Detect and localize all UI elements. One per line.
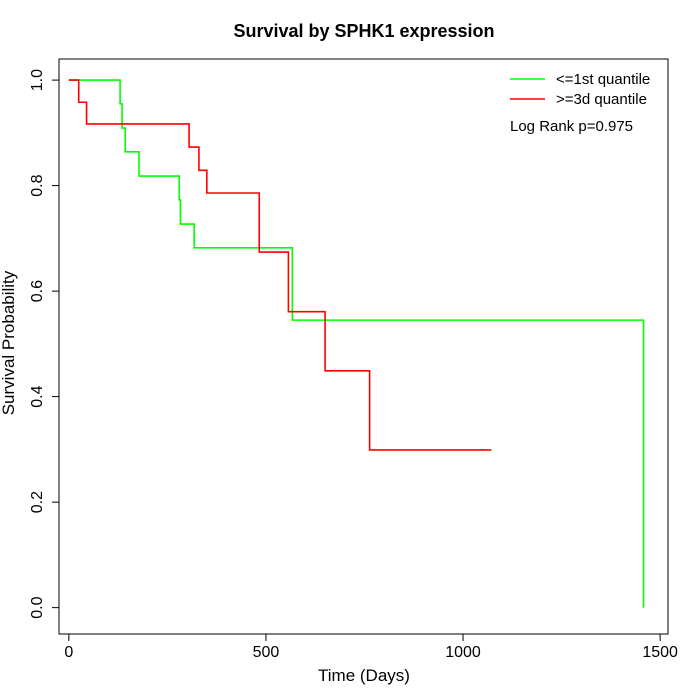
y-axis: 0.0 0.2 0.4 0.6 0.8 1.0 xyxy=(29,69,60,619)
series-layer xyxy=(68,79,645,608)
y-tick-label: 1.0 xyxy=(29,69,46,91)
legend-label: <=1st quantile xyxy=(556,71,650,88)
series-line-1 xyxy=(68,79,645,608)
x-tick-label: 500 xyxy=(253,644,280,661)
x-tick-label: 1000 xyxy=(445,644,481,661)
legend: <=1st quantile >=3d quantile xyxy=(510,71,650,108)
y-axis-label: Survival Probability xyxy=(0,270,18,415)
x-axis-label: Time (Days) xyxy=(318,666,410,685)
series-line-2 xyxy=(68,79,492,451)
x-tick-label: 1500 xyxy=(642,644,678,661)
y-tick-label: 0.0 xyxy=(29,596,46,618)
chart-title: Survival by SPHK1 expression xyxy=(233,21,494,41)
y-tick-label: 0.2 xyxy=(29,491,46,513)
x-tick-label: 0 xyxy=(64,644,73,661)
y-tick-label: 0.8 xyxy=(29,174,46,196)
y-tick-label: 0.6 xyxy=(29,280,46,302)
y-tick-label: 0.4 xyxy=(29,385,46,407)
log-rank-annotation: Log Rank p=0.975 xyxy=(510,118,633,135)
legend-label: >=3d quantile xyxy=(556,91,647,108)
x-axis: 0 500 1000 1500 xyxy=(64,633,678,661)
